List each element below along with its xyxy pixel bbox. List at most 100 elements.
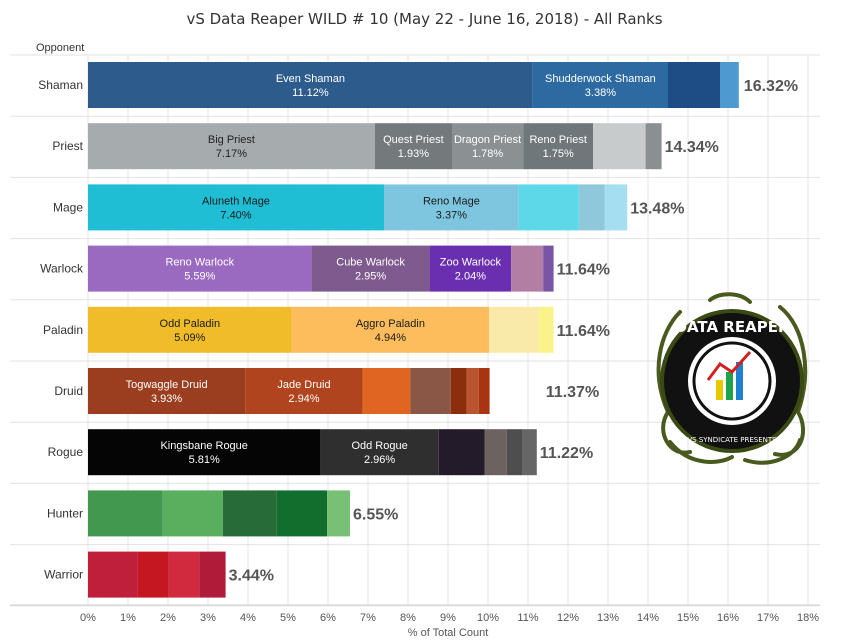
segment-name-label: Togwaggle Druid xyxy=(126,379,208,391)
segment-value-label: 3.93% xyxy=(151,393,182,405)
segment-name-label: Reno Warlock xyxy=(165,257,234,269)
bar-segment xyxy=(604,184,628,231)
x-axis-title: % of Total Count xyxy=(408,627,489,639)
bar-segment xyxy=(532,62,668,108)
bar-segment xyxy=(327,490,350,537)
segment-value-label: 4.94% xyxy=(375,332,406,344)
segment-value-label: 11.12% xyxy=(292,87,329,99)
bar-segment xyxy=(88,123,375,170)
row-total-label: 11.37% xyxy=(546,384,599,401)
bar-segment xyxy=(199,551,226,598)
segment-name-label: Jade Druid xyxy=(277,379,330,391)
bar-segment xyxy=(320,429,439,476)
bar-segment xyxy=(511,245,544,292)
x-tick-label: 10% xyxy=(477,612,499,624)
row-label-rogue: Rogue xyxy=(48,445,84,459)
bar-segment xyxy=(506,429,522,476)
bar-segment xyxy=(543,245,554,292)
row-label-warrior: Warrior xyxy=(44,568,83,582)
x-tick-label: 18% xyxy=(797,612,819,624)
segment-value-label: 2.94% xyxy=(288,393,319,405)
bar-segment xyxy=(410,368,451,414)
bar-segment xyxy=(384,184,519,231)
segment-value-label: 2.04% xyxy=(455,271,486,283)
bar-segment xyxy=(668,62,720,108)
row-total-label: 11.22% xyxy=(540,445,593,462)
bar-segment xyxy=(88,184,384,231)
segment-name-label: Even Shaman xyxy=(276,73,345,85)
bar-segment xyxy=(429,245,512,292)
x-tick-label: 6% xyxy=(320,612,336,624)
segment-value-label: 5.59% xyxy=(184,271,215,283)
row-total-label: 13.48% xyxy=(630,200,684,217)
segment-name-label: Reno Mage xyxy=(423,195,480,207)
bar-segment xyxy=(88,62,533,108)
bar-segment xyxy=(245,368,363,414)
data-reaper-report-logo: DATA REAPER REPORT DATA REAPER VS SYNDIC… xyxy=(650,292,815,470)
x-tick-label: 14% xyxy=(637,612,659,624)
bar-segment xyxy=(88,490,163,537)
segment-name-label: Big Priest xyxy=(208,134,255,146)
row-label-hunter: Hunter xyxy=(47,506,83,520)
row-label-druid: Druid xyxy=(54,384,83,398)
row-header: Opponent xyxy=(36,42,85,54)
bar-segment xyxy=(88,245,312,292)
bar-segment xyxy=(311,245,430,292)
segment-value-label: 2.95% xyxy=(355,271,386,283)
bar-segment xyxy=(489,306,539,353)
bar-segment xyxy=(538,306,554,353)
row-total-label: 11.64% xyxy=(557,323,610,340)
bar-segment xyxy=(88,368,246,414)
x-tick-label: 11% xyxy=(517,612,538,624)
segment-name-label: Aluneth Mage xyxy=(202,195,270,207)
row-total-label: 16.32% xyxy=(744,78,798,95)
segment-name-label: Shudderwock Shaman xyxy=(545,73,656,85)
bar-segment xyxy=(518,184,579,231)
bar-segment xyxy=(466,368,479,414)
row-total-label: 3.44% xyxy=(229,568,274,585)
segment-value-label: 1.93% xyxy=(398,148,429,160)
bar-segment xyxy=(578,184,605,231)
segment-name-label: Zoo Warlock xyxy=(440,257,502,269)
segment-name-label: Odd Paladin xyxy=(160,318,221,330)
bar-segment xyxy=(162,490,223,537)
bar-segment xyxy=(362,368,411,414)
bar-segment xyxy=(438,429,485,476)
bar-segment xyxy=(484,429,507,476)
bar-segment xyxy=(720,62,739,108)
x-tick-label: 17% xyxy=(757,612,779,624)
bar-segment xyxy=(291,306,490,353)
segment-name-label: Kingsbane Rogue xyxy=(160,440,247,452)
segment-name-label: Aggro Paladin xyxy=(356,318,425,330)
x-tick-label: 1% xyxy=(120,612,136,624)
segment-value-label: 5.09% xyxy=(174,332,205,344)
segment-value-label: 5.81% xyxy=(189,454,220,466)
x-tick-label: 15% xyxy=(677,612,699,624)
row-label-mage: Mage xyxy=(53,200,83,214)
row-label-paladin: Paladin xyxy=(43,323,83,337)
row-label-shaman: Shaman xyxy=(38,78,83,92)
bar-segment xyxy=(452,123,524,170)
segment-value-label: 1.78% xyxy=(472,148,503,160)
segment-value-label: 3.38% xyxy=(585,87,616,99)
x-tick-label: 2% xyxy=(160,612,176,624)
x-tick-label: 5% xyxy=(280,612,296,624)
bar-segment xyxy=(88,306,292,353)
bar-segment xyxy=(276,490,328,537)
bar-segment xyxy=(523,123,594,170)
bar-segment xyxy=(222,490,277,537)
segment-value-label: 3.37% xyxy=(436,209,467,221)
row-total-label: 14.34% xyxy=(665,139,719,156)
bar-segment xyxy=(478,368,490,414)
x-tick-label: 4% xyxy=(240,612,256,624)
segment-name-label: Cube Warlock xyxy=(336,257,405,269)
bar-segment xyxy=(593,123,646,170)
segment-value-label: 7.17% xyxy=(216,148,247,160)
x-tick-label: 13% xyxy=(597,612,619,624)
x-tick-label: 7% xyxy=(360,612,376,624)
bar-segment xyxy=(168,551,200,598)
bar-segment xyxy=(450,368,467,414)
segment-name-label: Reno Priest xyxy=(529,134,586,146)
segment-name-label: Quest Priest xyxy=(383,134,444,146)
x-tick-label: 0% xyxy=(80,612,96,624)
